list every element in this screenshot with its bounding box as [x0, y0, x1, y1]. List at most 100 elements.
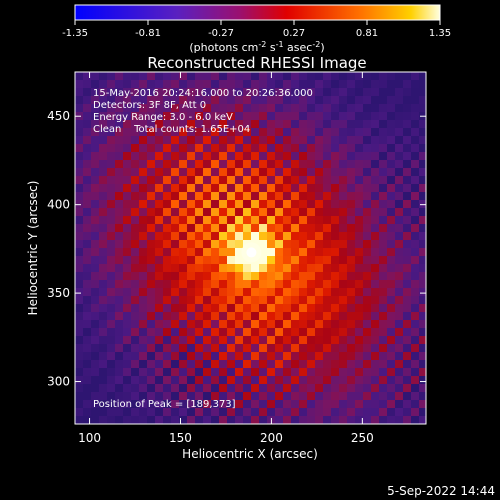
heatmap-cell — [203, 88, 212, 97]
heatmap-cell — [307, 184, 316, 193]
heatmap-cell — [299, 72, 308, 81]
heatmap-cell — [203, 312, 212, 321]
heatmap-cell — [299, 184, 308, 193]
heatmap-cell — [283, 104, 292, 113]
heatmap-cell — [355, 152, 364, 161]
heatmap-cell — [363, 232, 372, 241]
heatmap-cell — [291, 368, 300, 377]
heatmap-cell — [243, 104, 252, 113]
heatmap-cell — [219, 152, 228, 161]
heatmap-cell — [355, 400, 364, 409]
heatmap-cell — [171, 152, 180, 161]
heatmap-cell — [251, 392, 260, 401]
heatmap-cell — [283, 320, 292, 329]
heatmap-cell — [227, 112, 236, 121]
heatmap-cell — [107, 288, 116, 297]
heatmap-cell — [331, 208, 340, 217]
heatmap-cell — [347, 136, 356, 145]
heatmap-cell — [155, 160, 164, 169]
heatmap-cell — [235, 248, 244, 257]
heatmap-cell — [211, 360, 220, 369]
heatmap-cell — [219, 176, 228, 185]
heatmap-cell — [83, 168, 92, 177]
heatmap-cell — [395, 304, 404, 313]
heatmap-cell — [155, 128, 164, 137]
heatmap-cell — [243, 288, 252, 297]
heatmap-cell — [243, 128, 252, 137]
heatmap-cell — [395, 208, 404, 217]
heatmap-cell — [187, 192, 196, 201]
heatmap-cell — [323, 128, 332, 137]
heatmap-cell — [235, 184, 244, 193]
heatmap-cell — [347, 272, 356, 281]
heatmap-cell — [259, 120, 268, 129]
heatmap-cell — [123, 376, 132, 385]
heatmap-cell — [291, 408, 300, 417]
colorbar-tick-label: 0.27 — [283, 28, 305, 39]
heatmap-cell — [83, 184, 92, 193]
heatmap-cell — [195, 240, 204, 249]
heatmap-cell — [115, 368, 124, 377]
heatmap-cell — [171, 144, 180, 153]
heatmap-cell — [259, 384, 268, 393]
heatmap-cell — [315, 360, 324, 369]
heatmap-cell — [83, 88, 92, 97]
heatmap-cell — [363, 152, 372, 161]
heatmap-cell — [275, 344, 284, 353]
heatmap-cell — [243, 384, 252, 393]
heatmap-cell — [315, 120, 324, 129]
heatmap-cell — [291, 256, 300, 265]
heatmap-cell — [147, 248, 156, 257]
heatmap-cell — [107, 232, 116, 241]
heatmap-cell — [419, 72, 426, 81]
heatmap-cell — [115, 152, 124, 161]
chart-title: Reconstructed RHESSI Image — [147, 54, 366, 72]
heatmap-cell — [203, 152, 212, 161]
heatmap-cell — [419, 208, 426, 217]
heatmap-cell — [179, 344, 188, 353]
heatmap-cell — [307, 344, 316, 353]
heatmap-cell — [323, 336, 332, 345]
heatmap-cell — [107, 152, 116, 161]
heatmap-cell — [195, 96, 204, 105]
heatmap-cell — [115, 312, 124, 321]
heatmap-cell — [307, 144, 316, 153]
heatmap-cell — [211, 232, 220, 241]
heatmap-cell — [403, 216, 412, 225]
heatmap-cell — [403, 416, 412, 424]
heatmap-cell — [307, 224, 316, 233]
heatmap-cell — [363, 224, 372, 233]
heatmap-cell — [283, 312, 292, 321]
heatmap-cell — [211, 104, 220, 113]
heatmap-cell — [123, 176, 132, 185]
heatmap-cell — [155, 176, 164, 185]
heatmap-cell — [379, 88, 388, 97]
heatmap-cell — [347, 312, 356, 321]
heatmap-cell — [227, 392, 236, 401]
heatmap-cell — [195, 320, 204, 329]
heatmap-cell — [347, 360, 356, 369]
heatmap-cell — [243, 336, 252, 345]
heatmap-cell — [339, 184, 348, 193]
heatmap-cell — [163, 160, 172, 169]
heatmap-cell — [275, 248, 284, 257]
heatmap-cell — [347, 368, 356, 377]
heatmap-cell — [371, 192, 380, 201]
heatmap-cell — [187, 224, 196, 233]
heatmap-cell — [195, 136, 204, 145]
heatmap-cell — [123, 272, 132, 281]
heatmap-cell — [75, 384, 84, 393]
heatmap-cell — [275, 320, 284, 329]
heatmap-cell — [107, 256, 116, 265]
heatmap-cell — [139, 112, 148, 121]
heatmap-cell — [259, 264, 268, 273]
heatmap-cell — [211, 160, 220, 169]
heatmap-cell — [363, 416, 372, 424]
heatmap-cell — [147, 352, 156, 361]
heatmap-cell — [155, 376, 164, 385]
heatmap-cell — [403, 80, 412, 89]
heatmap-cell — [203, 232, 212, 241]
heatmap-cell — [171, 384, 180, 393]
heatmap-cell — [235, 216, 244, 225]
heatmap-cell — [259, 152, 268, 161]
